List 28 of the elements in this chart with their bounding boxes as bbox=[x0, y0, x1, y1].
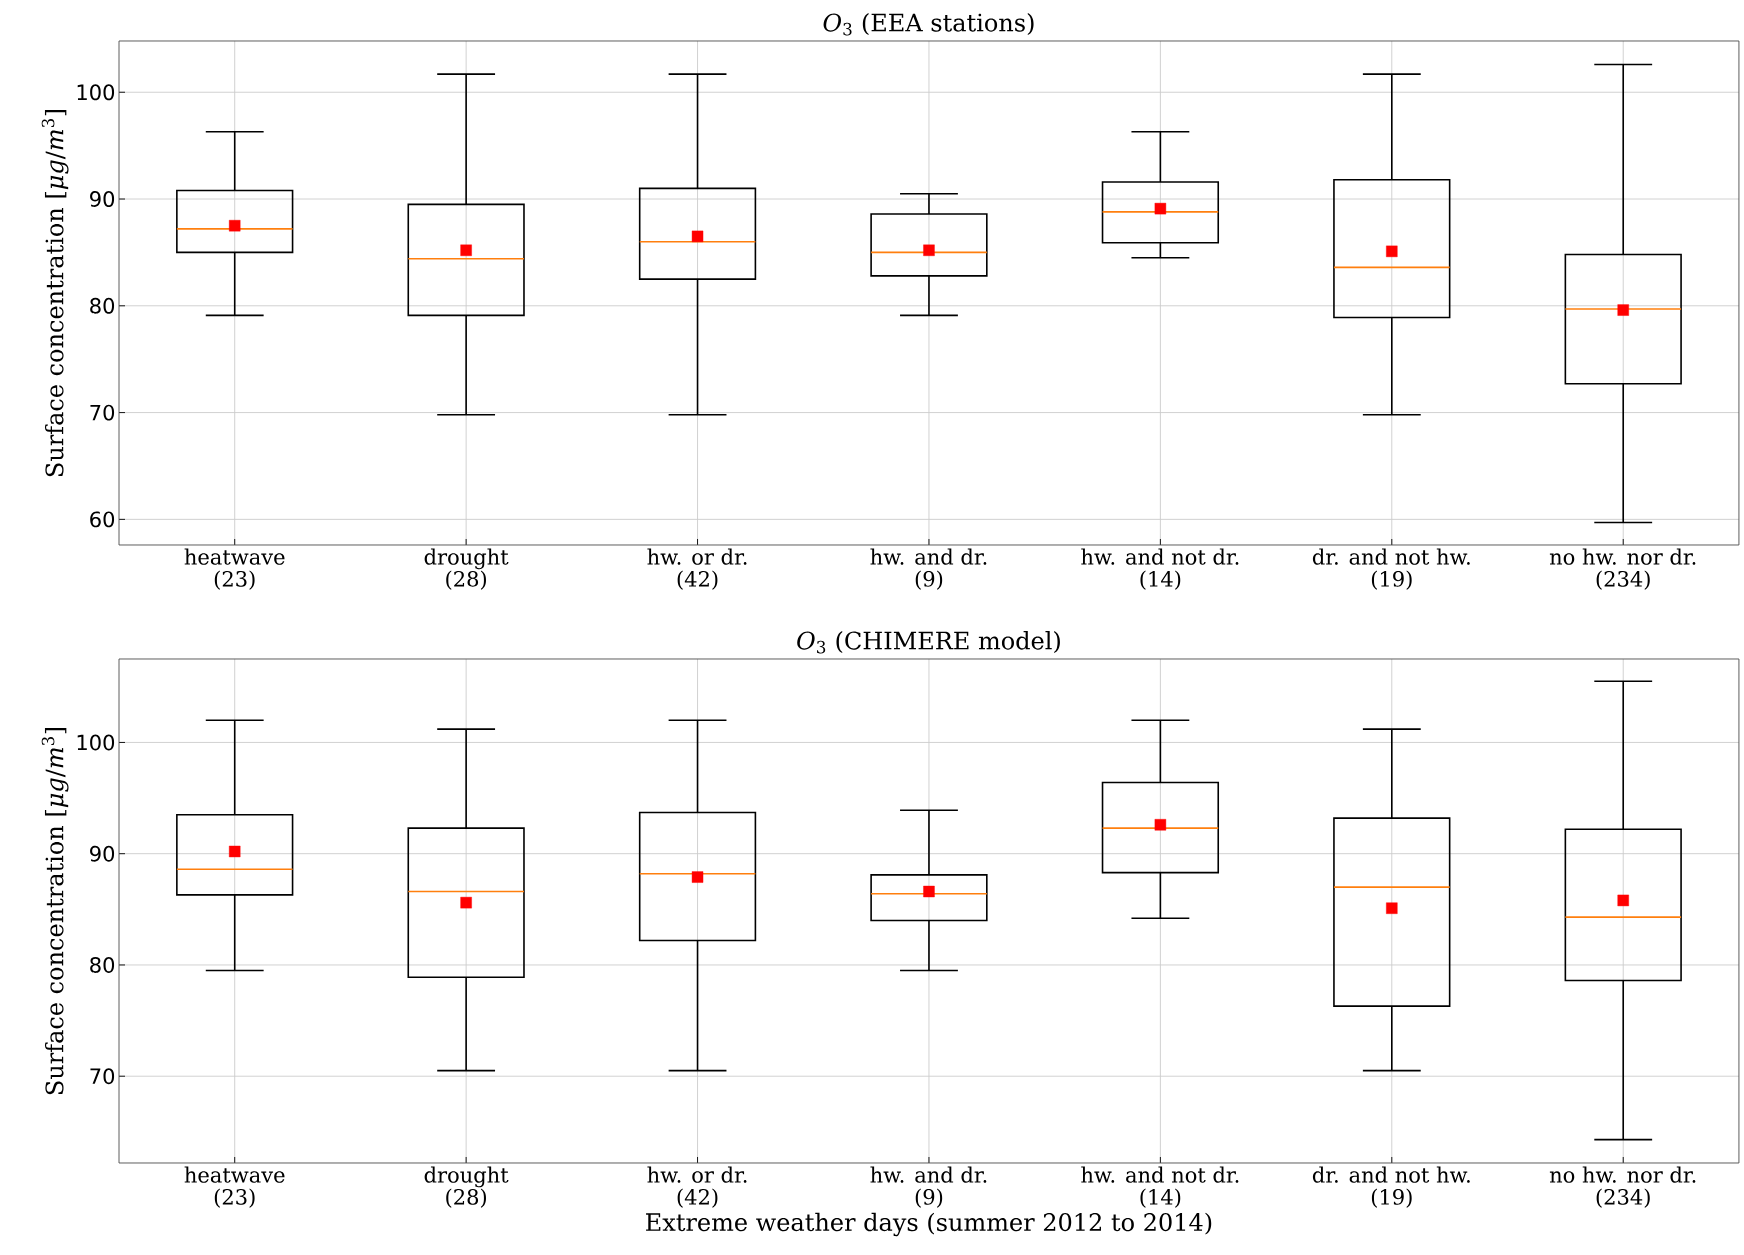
y-tick-label: 90 bbox=[90, 191, 115, 207]
x-tick-label: hw. and not dr. (14) bbox=[1081, 548, 1239, 590]
y-tick-label: 70 bbox=[90, 1068, 115, 1085]
x-tick-label: dr. and not hw. (19) bbox=[1312, 1166, 1470, 1208]
y-tick-label: 100 bbox=[77, 734, 115, 751]
y-axis-title: Surface concentration [μg/m$^{3}$] bbox=[41, 727, 69, 1095]
x-tick-label: hw. or dr. (42) bbox=[647, 548, 747, 590]
chart-title: O$_{3}$ (CHIMERE model) bbox=[797, 631, 1060, 654]
x-tick-label: hw. and dr. (9) bbox=[870, 548, 987, 590]
y-tick-label: 100 bbox=[77, 84, 115, 101]
y-tick-label: 90 bbox=[90, 845, 115, 862]
x-tick-label: hw. and not dr. (14) bbox=[1081, 1166, 1239, 1208]
x-tick-label: no hw. nor dr. (234) bbox=[1549, 548, 1696, 590]
x-tick-label: drought (28) bbox=[424, 1166, 509, 1208]
x-tick-label: heatwave (23) bbox=[184, 548, 285, 590]
x-tick-label: hw. or dr. (42) bbox=[647, 1166, 747, 1208]
x-tick-label: drought (28) bbox=[424, 548, 509, 590]
y-tick-label: 70 bbox=[90, 404, 115, 421]
chart-title: O$_{3}$ (EEA stations) bbox=[823, 13, 1034, 36]
x-tick-label: heatwave (23) bbox=[184, 1166, 285, 1208]
x-tick-label: dr. and not hw. (19) bbox=[1312, 548, 1470, 590]
x-tick-label: no hw. nor dr. (234) bbox=[1549, 1166, 1696, 1208]
x-tick-label: hw. and dr. (9) bbox=[870, 1166, 987, 1208]
x-axis-title: Extreme weather days (summer 2012 to 2014) bbox=[646, 1212, 1212, 1237]
y-tick-label: 60 bbox=[90, 511, 115, 528]
y-axis-title: Surface concentration [μg/m$^{3}$] bbox=[41, 109, 69, 477]
y-tick-label: 80 bbox=[90, 297, 115, 314]
y-tick-label: 80 bbox=[90, 957, 115, 973]
